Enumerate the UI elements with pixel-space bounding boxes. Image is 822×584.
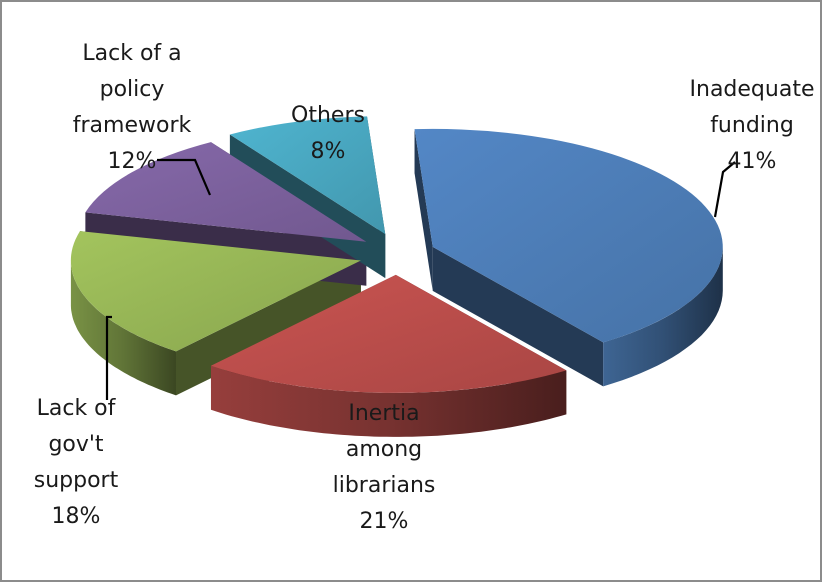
pie-slice-lack-of-gov-t-support <box>70 231 361 352</box>
slice-label-line: policy <box>100 77 165 102</box>
slice-label: Others 8% <box>291 103 365 164</box>
slice-label-line: support <box>34 468 119 493</box>
slice-label-line: Lack of a <box>82 41 181 66</box>
slice-labels: Inadequate funding 41% Inertia among libraria… <box>34 41 815 534</box>
pie-slice-others <box>229 116 386 235</box>
slice-label-line: among <box>346 437 422 462</box>
pie-slice-lack-of-a-policy-framework <box>85 142 367 242</box>
pie-slice-inertia-among-librarians <box>210 274 567 393</box>
slice-label: Lack of gov't support 18% <box>34 396 119 529</box>
slice-label-line: framework <box>73 113 192 138</box>
slice-inner-wall <box>414 129 433 291</box>
slice-label-line: 21% <box>360 509 409 534</box>
slice-label-line: 41% <box>728 149 777 174</box>
slice-label-line: 8% <box>311 139 346 164</box>
pie-slice-tops <box>70 116 723 393</box>
leader-line <box>105 315 112 400</box>
slice-label-line: funding <box>710 113 794 138</box>
slice-outer-wall <box>603 246 723 387</box>
slice-label-line: Inadequate <box>690 77 815 102</box>
slice-label: Inertia among librarians 21% <box>333 401 436 534</box>
leader-lines <box>105 158 736 400</box>
slice-label-line: Others <box>291 103 365 128</box>
pie-slice-inadequate-funding <box>414 128 723 343</box>
slice-outer-wall <box>70 259 176 396</box>
slice-outer-wall <box>211 365 567 437</box>
slice-label: Inadequate funding 41% <box>690 77 815 174</box>
slice-label-line: 18% <box>52 504 101 529</box>
leader-line <box>157 158 212 196</box>
slice-label-line: Inertia <box>348 401 419 426</box>
slice-label-line: 12% <box>108 149 157 174</box>
slice-label: Lack of a policy framework 12% <box>73 41 192 174</box>
slice-inner-wall <box>432 246 604 387</box>
leader-line <box>713 161 736 218</box>
slice-label-line: librarians <box>333 473 436 498</box>
slice-label-line: Lack of <box>37 396 117 421</box>
slice-label-line: gov't <box>48 432 103 457</box>
